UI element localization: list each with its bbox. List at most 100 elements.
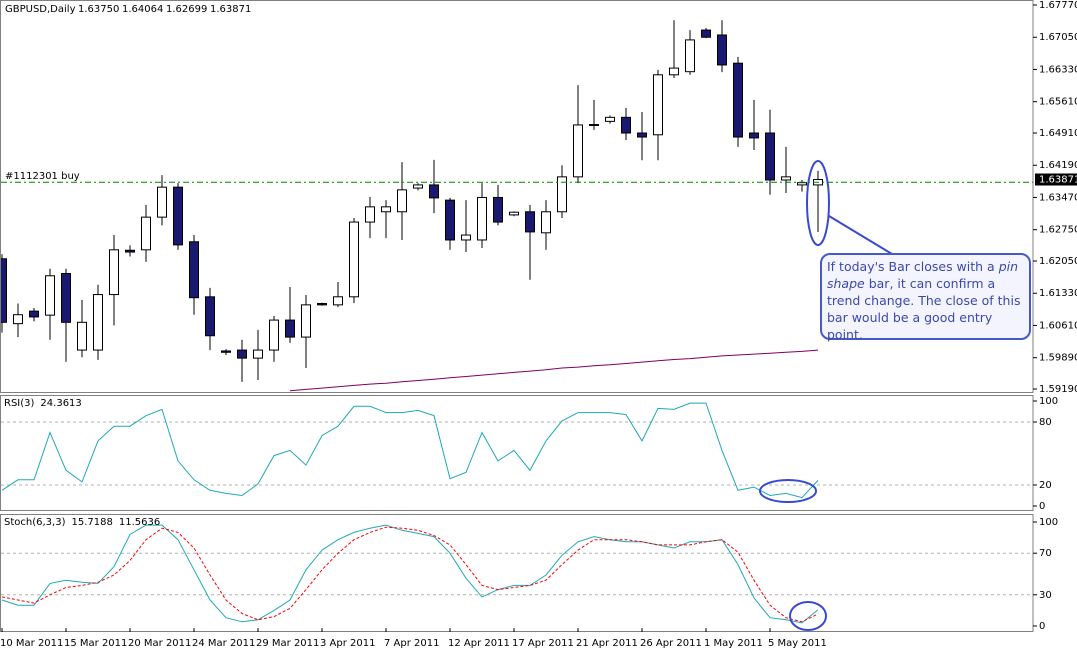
y-tick-label: 20 bbox=[1039, 480, 1052, 491]
candle-body bbox=[61, 273, 71, 323]
candle-body bbox=[29, 310, 39, 318]
candle-body bbox=[237, 349, 247, 359]
y-tick-label: 1.59190 bbox=[1039, 384, 1077, 395]
candle-body bbox=[109, 249, 119, 296]
candle-body bbox=[253, 349, 263, 359]
annotation-text: bar, it can confirm a trend change. The … bbox=[827, 276, 1021, 342]
candle-body bbox=[605, 116, 615, 122]
y-tick-label: 100 bbox=[1039, 396, 1058, 407]
candle-body bbox=[733, 62, 743, 138]
candle-body bbox=[525, 211, 535, 233]
candle-body bbox=[349, 221, 359, 298]
x-tick-label: 29 Mar 2011 bbox=[256, 638, 319, 649]
x-tick-label: 24 Mar 2011 bbox=[192, 638, 255, 649]
y-tick-label: 1.59890 bbox=[1039, 353, 1077, 364]
y-tick-label: 1.61330 bbox=[1039, 288, 1077, 299]
y-tick-label: 1.64910 bbox=[1039, 128, 1077, 139]
candle-body bbox=[781, 176, 791, 181]
candle-body bbox=[1, 258, 7, 323]
candle-body bbox=[397, 189, 407, 213]
candle-body bbox=[669, 67, 679, 76]
candle-body bbox=[765, 132, 775, 181]
candle-body bbox=[205, 296, 215, 337]
candle-body bbox=[221, 350, 231, 353]
x-tick-label: 5 May 2011 bbox=[768, 638, 827, 649]
y-tick-label: 1.63470 bbox=[1039, 192, 1077, 203]
ohlc-label: 1.63750 bbox=[78, 4, 119, 15]
indicator-title: Stoch(6,3,3) bbox=[4, 517, 66, 528]
x-tick-label: 1 May 2011 bbox=[704, 638, 763, 649]
x-tick-label: 21 Apr 2011 bbox=[576, 638, 638, 649]
candle-body bbox=[573, 124, 583, 178]
x-tick-label: 17 Apr 2011 bbox=[512, 638, 574, 649]
candle-body bbox=[317, 303, 327, 306]
candle-body bbox=[461, 234, 471, 241]
indicator-line bbox=[1, 526, 819, 623]
x-tick-label: 7 Apr 2011 bbox=[384, 638, 439, 649]
bid-label: 1.63871 bbox=[1039, 175, 1077, 186]
candle-body bbox=[269, 319, 279, 351]
moving-average bbox=[289, 349, 819, 392]
candle-body bbox=[541, 211, 551, 234]
candle-body bbox=[637, 132, 647, 138]
x-tick-label: 20 Mar 2011 bbox=[128, 638, 191, 649]
candle-body bbox=[445, 199, 455, 241]
candle-body bbox=[653, 74, 663, 136]
candle-body bbox=[477, 196, 487, 241]
candle-body bbox=[621, 116, 631, 134]
y-tick-label: 1.62750 bbox=[1039, 225, 1077, 236]
candle-body bbox=[749, 132, 759, 139]
indicator-value: 15.7188 bbox=[71, 517, 112, 528]
candle-body bbox=[173, 186, 183, 246]
y-tick-label: 30 bbox=[1039, 590, 1052, 601]
annotation: If today's Bar closes with a pin shape b… bbox=[820, 253, 1031, 342]
ohlc-label: 1.64064 bbox=[122, 4, 163, 15]
indicator-value: 11.5636 bbox=[119, 517, 160, 528]
x-tick-label: 12 Apr 2011 bbox=[448, 638, 510, 649]
candle-body bbox=[429, 184, 439, 199]
candle-body bbox=[13, 314, 23, 325]
candle-body bbox=[189, 241, 199, 299]
x-tick-label: 10 Mar 2011 bbox=[0, 638, 63, 649]
y-tick-label: 1.66330 bbox=[1039, 64, 1077, 75]
y-tick-label: 0 bbox=[1039, 621, 1045, 632]
highlight-ellipse bbox=[789, 601, 827, 631]
highlight-ellipse bbox=[806, 160, 830, 246]
y-tick-label: 70 bbox=[1039, 548, 1052, 559]
candle-body bbox=[157, 186, 167, 218]
indicator-value: 24.3613 bbox=[40, 398, 81, 409]
ohlc-label: 1.62699 bbox=[166, 4, 207, 15]
x-tick-label: 26 Apr 2011 bbox=[640, 638, 702, 649]
candle-body bbox=[125, 249, 135, 253]
y-tick-label: 1.67050 bbox=[1039, 32, 1077, 43]
y-tick-label: 1.60610 bbox=[1039, 320, 1077, 331]
y-tick-label: 1.62050 bbox=[1039, 256, 1077, 267]
y-tick-label: 1.65610 bbox=[1039, 97, 1077, 108]
x-tick-label: 3 Apr 2011 bbox=[320, 638, 375, 649]
chart-title: GBPUSD,Daily bbox=[5, 4, 76, 15]
candle-body bbox=[589, 123, 599, 126]
annotation-italic: pin shape bbox=[827, 259, 1019, 291]
candle-body bbox=[93, 294, 103, 351]
y-tick-label: 100 bbox=[1039, 517, 1058, 528]
candle-body bbox=[45, 275, 55, 316]
candle-body bbox=[333, 296, 343, 306]
y-tick-label: 0 bbox=[1039, 501, 1045, 512]
candle-body bbox=[381, 206, 391, 213]
highlight-ellipse bbox=[759, 479, 817, 503]
y-tick-label: 1.67770 bbox=[1039, 0, 1077, 11]
candle-body bbox=[685, 39, 695, 73]
indicator-title: RSI(3) bbox=[4, 398, 35, 409]
panel-frame bbox=[0, 395, 1034, 511]
bid-box bbox=[1035, 173, 1077, 186]
candle-body bbox=[365, 206, 375, 223]
plot bbox=[1, 20, 823, 392]
y-tick-label: 80 bbox=[1039, 417, 1052, 428]
ohlc-label: 1.63871 bbox=[210, 4, 251, 15]
candle-body bbox=[509, 211, 519, 216]
candle-body bbox=[717, 34, 727, 66]
panel-frame bbox=[0, 514, 1034, 632]
y-tick-label: 1.64190 bbox=[1039, 160, 1077, 171]
candle-body bbox=[413, 184, 423, 189]
